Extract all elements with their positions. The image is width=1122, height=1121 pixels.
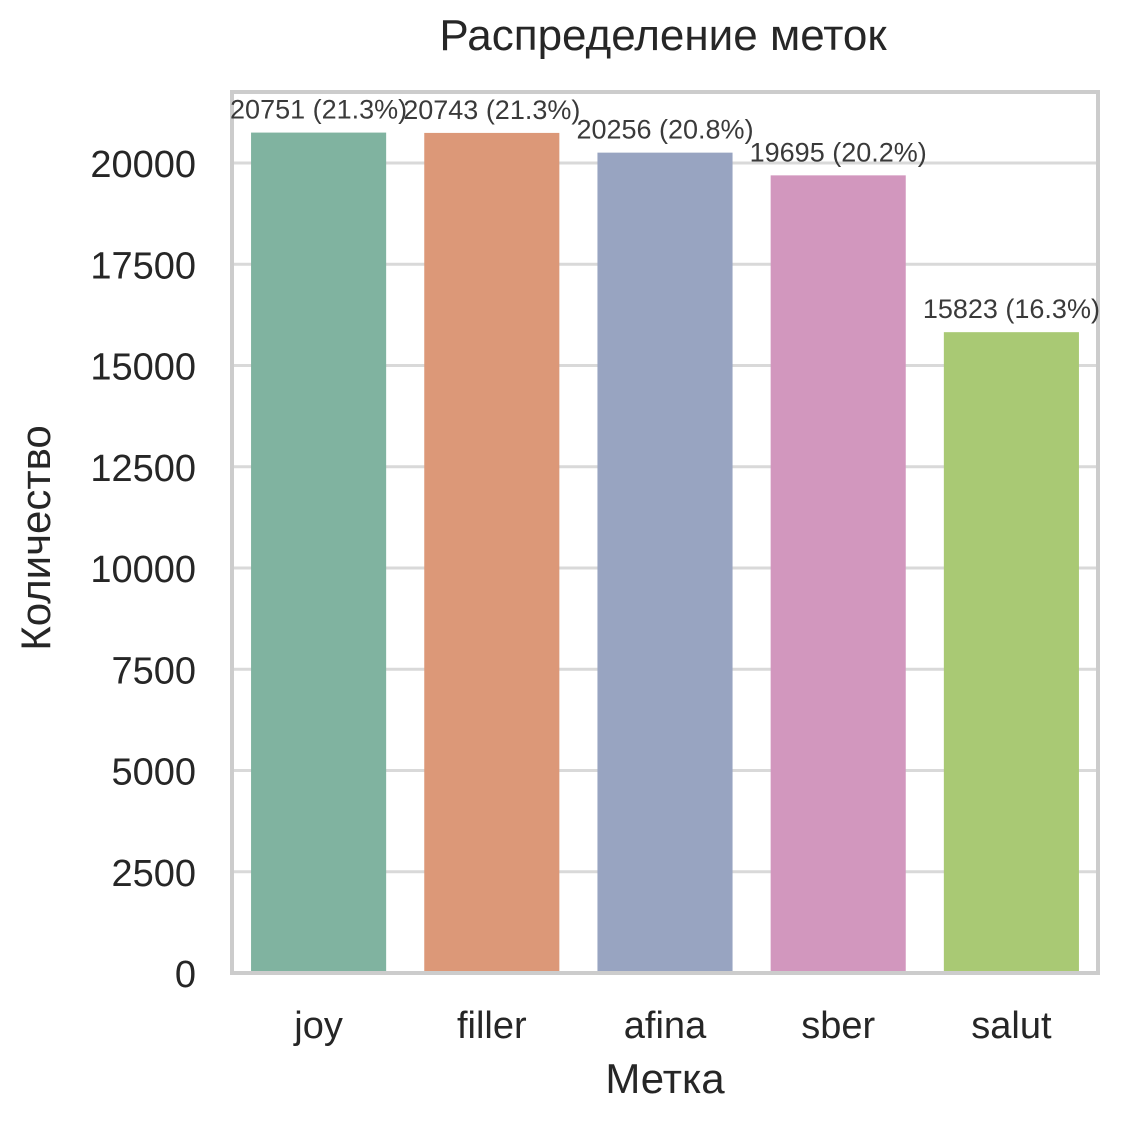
bar-value-label: 20751 (21.3%) [230, 95, 407, 125]
y-tick-label: 12500 [90, 448, 196, 490]
bar-value-label: 20743 (21.3%) [403, 95, 580, 125]
y-tick-label: 5000 [111, 752, 196, 794]
bar-joy [251, 132, 387, 974]
y-tick-label: 0 [175, 954, 196, 996]
x-tick-labels: joy filler afina sber salut [293, 1005, 1052, 1047]
y-tick-label: 20000 [90, 144, 196, 186]
bar-sber [770, 175, 906, 974]
x-axis-label: Метка [605, 1055, 725, 1102]
bar-value-label: 19695 (20.2%) [750, 137, 927, 167]
plot-frame [230, 90, 1100, 975]
y-tick-label: 2500 [111, 853, 196, 895]
bar-value-label: 15823 (16.3%) [923, 294, 1100, 324]
x-tick-label: joy [293, 1005, 343, 1047]
y-tick-label: 15000 [90, 347, 196, 389]
y-tick-label: 7500 [111, 650, 196, 692]
y-tick-label: 10000 [90, 549, 196, 591]
x-tick-label: afina [624, 1005, 707, 1047]
bar-value-labels: 20751 (21.3%)20743 (21.3%)20256 (20.8%)1… [230, 95, 1100, 325]
y-axis-label: Количество [12, 425, 59, 651]
bar-filler [424, 132, 560, 973]
x-tick-label: sber [801, 1005, 875, 1047]
bar-value-label: 20256 (20.8%) [576, 115, 753, 145]
y-tick-label: 17500 [90, 245, 196, 287]
y-tick-labels: 0 2500 5000 7500 10000 12500 15000 17500 20000 [90, 144, 196, 996]
x-tick-label: salut [971, 1005, 1052, 1047]
chart-title: Распределение меток [439, 11, 887, 60]
bar-salut [943, 332, 1079, 974]
bar-layer [251, 132, 1079, 974]
x-tick-label: filler [457, 1005, 527, 1047]
bar-afina [597, 152, 733, 973]
